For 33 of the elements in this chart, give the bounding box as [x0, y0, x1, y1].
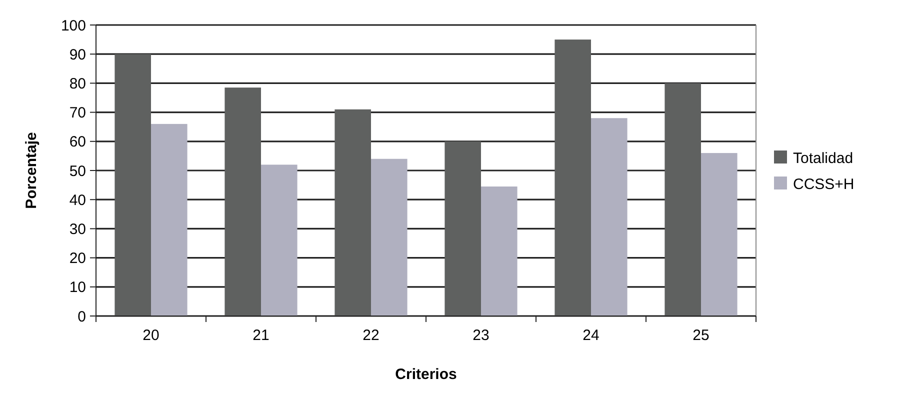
x-tick-label: 22	[362, 327, 380, 344]
bar	[481, 186, 518, 316]
y-tick-label: 100	[60, 17, 86, 34]
x-tick-label: 25	[692, 327, 710, 344]
bar	[334, 109, 371, 316]
bar	[664, 83, 701, 316]
bar	[554, 40, 591, 316]
y-tick-label: 60	[69, 134, 86, 151]
bar	[114, 54, 151, 316]
y-tick-label: 20	[69, 250, 86, 268]
bar	[701, 153, 738, 316]
x-tick-label: 24	[582, 327, 600, 344]
y-tick-label: 90	[69, 46, 86, 64]
bar	[444, 141, 481, 316]
y-tick-label: 40	[69, 192, 86, 209]
bar	[591, 118, 628, 316]
y-tick-label: 80	[69, 75, 86, 92]
bar	[151, 124, 188, 316]
bar	[224, 88, 261, 316]
y-tick-label: 50	[69, 162, 86, 180]
y-tick-label: 30	[69, 220, 86, 238]
y-tick-label: 10	[69, 279, 86, 296]
bar	[261, 164, 298, 316]
legend-label: CCSS+H	[793, 176, 854, 193]
x-tick-label: 20	[142, 327, 160, 344]
x-tick-label: 21	[252, 327, 270, 344]
x-axis-title: Criterios	[395, 366, 457, 383]
y-tick-label: 0	[78, 308, 86, 326]
bar	[371, 158, 408, 316]
legend-label: Totalidad	[793, 150, 854, 167]
x-tick-label: 23	[472, 327, 490, 344]
y-axis-title: Porcentaje	[23, 132, 40, 209]
y-tick-label: 70	[69, 104, 86, 122]
